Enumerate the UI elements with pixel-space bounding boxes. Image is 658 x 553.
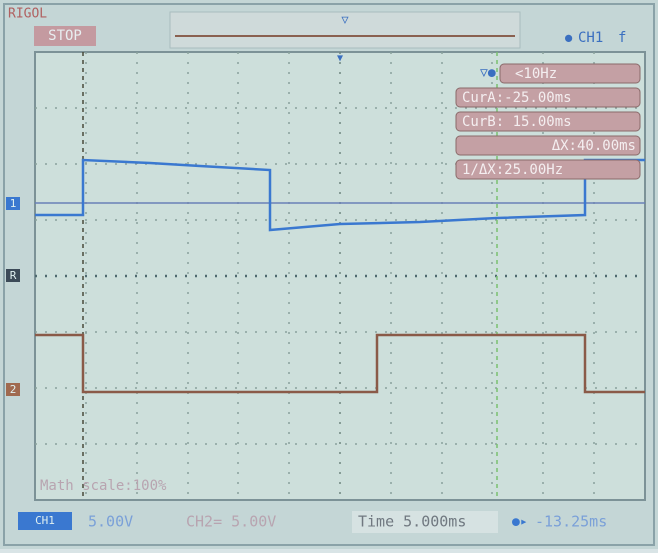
ch1-label: CH1 (35, 514, 55, 527)
delta-x: ΔX:40.00ms (552, 138, 636, 154)
ch2-scale: CH2= 5.00V (186, 513, 276, 531)
cur-a: CurA:-25.00ms (462, 90, 572, 106)
ch2-marker: 2 (10, 383, 17, 396)
frequency: <10Hz (515, 66, 557, 82)
time-offset: -13.25ms (535, 513, 607, 531)
trigger-marker: ▼ (337, 53, 343, 64)
status: STOP (48, 28, 82, 44)
math-scale: Math scale:100% (40, 478, 167, 494)
offset-icon: ●▸ (512, 515, 528, 530)
ref-marker: R (10, 269, 17, 282)
time-base: Time 5.000ms (358, 513, 466, 531)
page: RIGOL STOP ▽ ● CH1 f ▼ 1 R 2 ▽● <10Hz Cu… (0, 0, 658, 553)
trigger-sense: f (618, 30, 626, 46)
cur-b: CurB: 15.00ms (462, 114, 572, 130)
brand: RIGOL (8, 7, 47, 22)
scope-screen: RIGOL STOP ▽ ● CH1 f ▼ 1 R 2 ▽● <10Hz Cu… (0, 0, 658, 549)
ch1-scale: 5.00V (88, 513, 133, 531)
channel: CH1 (578, 30, 603, 46)
trigger-icon: ▽● (480, 66, 496, 81)
trig-pos-icon: ▽ (341, 13, 349, 27)
ch-icon: ● (565, 31, 573, 45)
ch1-marker: 1 (10, 197, 17, 210)
inv-delta-x: 1/ΔX:25.00Hz (462, 162, 563, 178)
